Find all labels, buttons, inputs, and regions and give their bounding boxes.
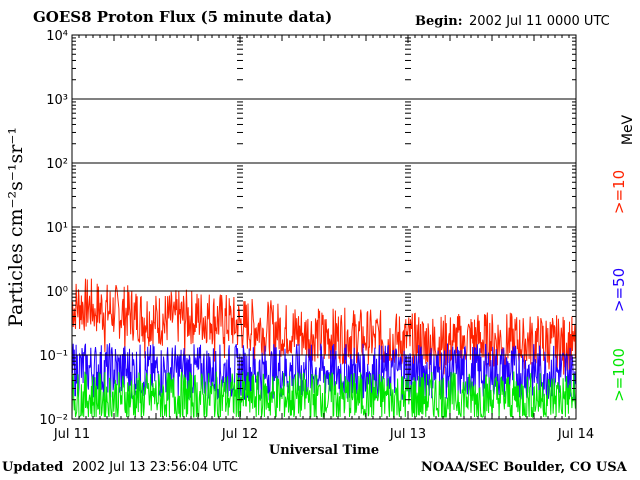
- chart-title: GOES8 Proton Flux (5 minute data): [33, 8, 333, 26]
- updated-label: Updated: [2, 460, 64, 475]
- x-tick-label: Jul 11: [53, 427, 90, 442]
- series-line-ge50: [71, 341, 577, 401]
- legend-item-ge100: >=100: [610, 348, 628, 402]
- y-tick-label: 10²: [46, 157, 68, 172]
- y-tick-label: 10⁻¹: [39, 349, 68, 364]
- plot-series: [71, 278, 577, 419]
- y-tick-label: 10⁴: [46, 29, 68, 44]
- updated-value: 2002 Jul 13 23:56:04 UTC: [72, 460, 238, 475]
- x-tick-label: Jul 14: [557, 427, 594, 442]
- x-axis-label: Universal Time: [269, 443, 379, 458]
- y-tick-label: 10⁰: [46, 285, 68, 300]
- y-tick-label: 10¹: [46, 221, 68, 236]
- begin-label: Begin:: [415, 14, 463, 29]
- y-axis-label: Particles cm⁻²s⁻¹sr⁻¹: [5, 127, 27, 327]
- legend-item-ge50: >=50: [610, 268, 628, 312]
- begin-value: 2002 Jul 11 0000 UTC: [469, 14, 610, 29]
- y-tick-label: 10³: [46, 93, 68, 108]
- credit-label: NOAA/SEC Boulder, CO USA: [421, 460, 627, 475]
- y-tick-label: 10⁻²: [39, 413, 68, 428]
- legend-unit: MeV: [620, 114, 636, 145]
- x-tick-label: Jul 13: [389, 427, 426, 442]
- x-tick-label: Jul 12: [221, 427, 258, 442]
- legend-item-ge10: >=10: [610, 170, 628, 214]
- series-line-ge10: [71, 278, 577, 375]
